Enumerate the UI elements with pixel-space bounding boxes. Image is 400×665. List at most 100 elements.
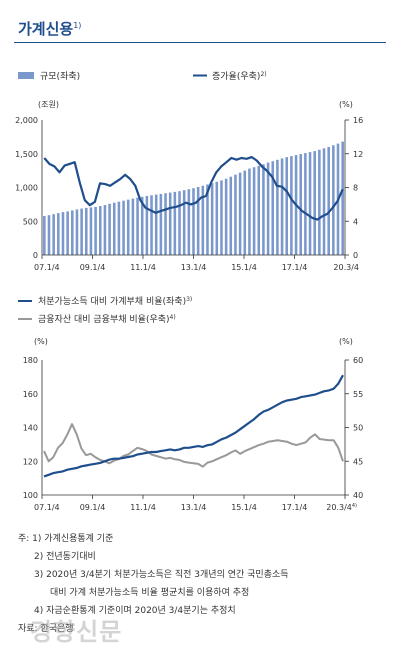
bar-scale bbox=[224, 178, 228, 255]
bar-scale bbox=[150, 195, 153, 255]
bar-scale bbox=[318, 149, 321, 255]
bar-scale bbox=[47, 215, 51, 255]
bar-scale bbox=[252, 167, 256, 255]
bar-scale bbox=[285, 157, 289, 255]
bar-scale bbox=[61, 212, 65, 255]
bar-scale bbox=[89, 207, 93, 255]
bar-scale bbox=[140, 196, 144, 255]
bar-scale bbox=[243, 170, 247, 255]
legend-label-financial-asset-ratio: 금융자산 대비 금융부채 비율(우축)4) bbox=[38, 314, 176, 325]
bar-scale bbox=[85, 207, 88, 255]
bar-scale bbox=[248, 168, 251, 255]
bar-scale bbox=[327, 147, 330, 255]
left-tick-label: 160 bbox=[23, 390, 38, 399]
bar-scale bbox=[266, 162, 270, 255]
bar-scale bbox=[43, 215, 46, 255]
footnotes: 주: 1) 가계신용통계 기준 2) 전년동기대비 3) 2020년 3/4분기… bbox=[18, 530, 388, 638]
x-tick-label: 11.1/4 bbox=[130, 503, 156, 512]
bar-scale bbox=[168, 192, 172, 255]
bar-scale bbox=[313, 151, 316, 255]
legend-swatch-scale bbox=[18, 72, 34, 79]
x-tick-label: 17.1/4 bbox=[282, 503, 308, 512]
bar-scale bbox=[98, 206, 102, 255]
right-tick-label: 12 bbox=[353, 150, 363, 159]
bar-scale bbox=[220, 180, 223, 255]
right-tick-label: 60 bbox=[353, 356, 363, 365]
bar-scale bbox=[308, 152, 312, 255]
note-2: 2) 전년동기대비 bbox=[34, 552, 96, 562]
left-tick-label: 140 bbox=[23, 424, 38, 433]
bar-scale bbox=[131, 198, 135, 255]
bar-scale bbox=[159, 193, 163, 255]
x-tick-label: 09.1/4 bbox=[80, 263, 106, 272]
bar-scale bbox=[271, 161, 275, 255]
left-tick-label: 0 bbox=[33, 251, 38, 260]
right-tick-label: 4 bbox=[353, 217, 358, 226]
bar-scale bbox=[304, 153, 307, 255]
x-tick-label: 15.1/4 bbox=[231, 263, 257, 272]
bar-scale bbox=[290, 156, 293, 255]
left-tick-label: 1,500 bbox=[15, 150, 38, 159]
left-axis-unit: (%) bbox=[34, 337, 48, 346]
bar-scale bbox=[280, 158, 284, 255]
bar-scale bbox=[52, 214, 55, 255]
right-tick-label: 40 bbox=[353, 491, 363, 500]
bar-scale bbox=[257, 165, 261, 255]
legend-label-disposable-income-ratio: 처분가능소득 대비 가계부채 비율(좌축)3) bbox=[38, 295, 192, 307]
x-tick-label: 09.1/4 bbox=[80, 503, 106, 512]
line-disposable-income-ratio bbox=[43, 374, 344, 478]
bar-scale bbox=[154, 194, 158, 255]
bar-scale bbox=[238, 172, 242, 255]
bar-scale bbox=[173, 191, 177, 255]
x-tick-label: 17.1/4 bbox=[282, 263, 308, 272]
bar-scale bbox=[112, 202, 116, 255]
bar-scale bbox=[117, 201, 121, 255]
right-tick-label: 55 bbox=[353, 390, 363, 399]
bar-scale bbox=[57, 213, 60, 255]
x-tick-label: 13.1/4 bbox=[181, 503, 207, 512]
bar-scale bbox=[234, 174, 237, 255]
source-note: 자료: 한국은행 bbox=[18, 624, 74, 634]
x-tick-label: 20.3/4 bbox=[333, 263, 359, 272]
left-tick-label: 500 bbox=[23, 217, 38, 226]
bar-scale bbox=[122, 200, 125, 255]
legend-label-scale: 규모(좌축) bbox=[40, 71, 80, 82]
bar-scale bbox=[196, 186, 200, 255]
note-3-cont: 대비 가계 처분가능소득 비율 평균치를 이용하여 추정 bbox=[50, 588, 250, 598]
bar-scale bbox=[136, 197, 139, 255]
left-tick-label: 180 bbox=[23, 356, 38, 365]
newspaper-watermark: 경향신문 bbox=[30, 618, 123, 646]
right-tick-label: 45 bbox=[353, 457, 363, 466]
chart-title: 가계신용1) bbox=[18, 20, 82, 38]
bar-scale bbox=[262, 164, 265, 255]
bar-scale bbox=[66, 211, 69, 255]
left-axis-unit: (조원) bbox=[38, 100, 59, 109]
bar-scale bbox=[187, 189, 191, 255]
bar-scale bbox=[192, 188, 195, 255]
bar-scale bbox=[75, 209, 79, 255]
x-tick-label: 20.3/44) bbox=[326, 503, 357, 512]
bar-scale bbox=[229, 176, 233, 255]
bar-scale bbox=[276, 159, 279, 255]
note-1: 주: 1) 가계신용통계 기준 bbox=[18, 534, 114, 544]
bar-scale bbox=[94, 206, 97, 255]
note-4: 4) 자금순환통계 기준이며 2020년 3/4분기는 추정치 bbox=[34, 606, 236, 616]
bar-scale bbox=[341, 141, 344, 255]
bar-scale bbox=[108, 203, 111, 255]
bar-scale bbox=[215, 181, 219, 255]
bar-scale bbox=[299, 154, 302, 255]
x-tick-label: 15.1/4 bbox=[231, 503, 257, 512]
left-tick-label: 1,000 bbox=[15, 184, 38, 193]
line-financial-asset-ratio bbox=[43, 423, 344, 468]
right-tick-label: 50 bbox=[353, 424, 363, 433]
legend-label-growth: 증가율(우축)2) bbox=[212, 71, 267, 82]
bar-scale bbox=[332, 145, 335, 255]
title-rule bbox=[14, 42, 386, 43]
left-tick-label: 100 bbox=[23, 491, 38, 500]
x-tick-label: 07.1/4 bbox=[34, 263, 60, 272]
right-tick-label: 16 bbox=[353, 116, 363, 125]
right-tick-label: 8 bbox=[353, 184, 358, 193]
bar-scale bbox=[164, 193, 167, 255]
x-tick-label: 13.1/4 bbox=[181, 263, 207, 272]
x-tick-label: 11.1/4 bbox=[130, 263, 156, 272]
